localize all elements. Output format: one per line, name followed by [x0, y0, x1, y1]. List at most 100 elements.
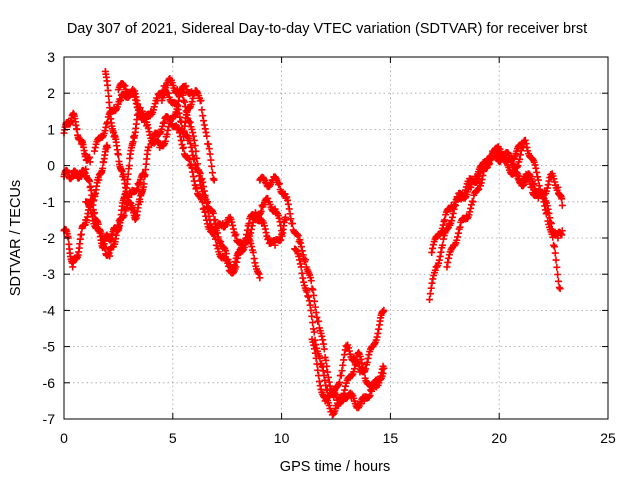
data-point: [310, 328, 318, 336]
data-point: [365, 393, 373, 401]
data-point: [304, 292, 312, 300]
data-point: [545, 209, 553, 217]
data-point: [295, 252, 303, 260]
data-point: [243, 226, 251, 234]
data-point: [439, 235, 447, 243]
data-point: [428, 279, 436, 287]
data-point: [106, 252, 114, 260]
data-point: [251, 209, 259, 217]
data-point: [534, 176, 542, 184]
data-point: [323, 386, 331, 394]
data-point: [200, 183, 208, 191]
data-point: [312, 309, 320, 317]
data-point: [345, 344, 353, 352]
data-point: [192, 185, 200, 193]
data-point: [426, 290, 434, 298]
y-axis-label: SDTVAR / TECUs: [8, 180, 24, 296]
data-point: [297, 239, 305, 247]
data-point: [211, 216, 219, 224]
data-point: [306, 301, 314, 309]
data-point: [309, 319, 317, 327]
data-point: [198, 106, 206, 114]
data-point: [478, 176, 486, 184]
x-tick-label: 25: [600, 430, 616, 446]
data-point: [145, 128, 153, 136]
data-point: [96, 226, 104, 234]
data-point: [436, 252, 444, 260]
data-point: [255, 270, 263, 278]
data-point: [535, 182, 543, 190]
data-point: [77, 230, 85, 238]
data-point: [212, 220, 220, 228]
data-point: [167, 115, 175, 123]
data-point: [187, 143, 195, 151]
data-point: [189, 168, 197, 176]
data-point: [371, 340, 379, 348]
data-point: [101, 244, 109, 252]
data-point: [466, 208, 474, 216]
data-point: [553, 263, 561, 271]
data-point: [228, 218, 236, 226]
data-point: [147, 140, 155, 148]
data-point: [179, 144, 187, 152]
data-point: [231, 261, 239, 269]
data-point: [120, 211, 128, 219]
data-point: [206, 150, 214, 158]
data-point: [175, 109, 183, 117]
data-point: [200, 117, 208, 125]
data-point: [164, 89, 172, 97]
data-point: [443, 263, 451, 271]
data-point: [275, 181, 283, 189]
data-point: [374, 329, 382, 337]
data-point: [265, 234, 273, 242]
data-point: [336, 378, 344, 386]
data-point: [467, 183, 475, 191]
data-point: [294, 232, 302, 240]
data-point: [174, 106, 182, 114]
data-point: [189, 173, 197, 181]
data-point: [213, 224, 221, 232]
data-point: [438, 224, 446, 232]
data-point: [305, 297, 313, 305]
x-tick-label: 0: [60, 430, 68, 446]
y-tick-label: -6: [43, 375, 56, 391]
data-point: [182, 82, 190, 90]
data-point: [264, 235, 272, 243]
data-point: [99, 164, 107, 172]
data-point: [305, 293, 313, 301]
data-point: [250, 255, 258, 263]
data-point: [550, 243, 558, 251]
data-point: [550, 175, 558, 183]
data-point: [533, 168, 541, 176]
x-tick-label: 15: [383, 430, 399, 446]
y-tick-label: 0: [47, 158, 55, 174]
data-point: [324, 368, 332, 376]
data-point: [325, 378, 333, 386]
data-point: [245, 220, 253, 228]
data-point: [481, 160, 489, 168]
data-point: [543, 184, 551, 192]
data-point: [547, 218, 555, 226]
data-point: [87, 206, 95, 214]
data-point: [554, 270, 562, 278]
data-point: [209, 175, 217, 183]
data-point: [136, 198, 144, 206]
data-point: [429, 241, 437, 249]
data-point: [330, 393, 338, 401]
data-point: [517, 147, 525, 155]
data-point: [123, 204, 131, 212]
data-point: [271, 241, 279, 249]
data-point: [286, 210, 294, 218]
data-point: [200, 121, 208, 129]
data-point: [101, 127, 109, 135]
data-point: [105, 92, 113, 100]
data-point: [300, 278, 308, 286]
series-arc-1: [60, 109, 94, 166]
data-point: [187, 160, 195, 168]
x-tick-label: 5: [169, 430, 177, 446]
data-point: [444, 258, 452, 266]
data-point: [282, 216, 290, 224]
y-tick-label: -4: [43, 302, 56, 318]
data-point: [315, 377, 323, 385]
